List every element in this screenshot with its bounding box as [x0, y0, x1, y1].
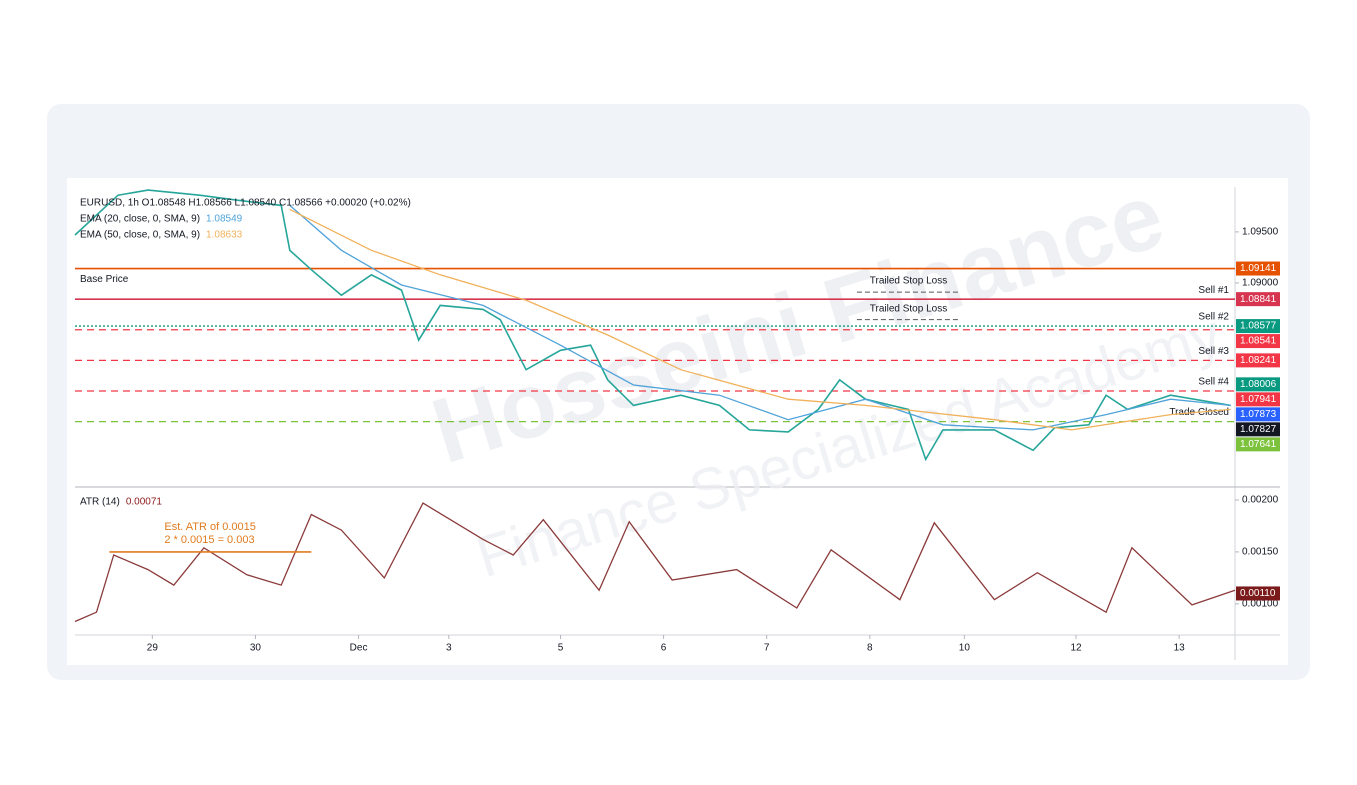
- level-label: Sell #2: [1198, 312, 1229, 323]
- y-tick-label: 1.09500: [1242, 227, 1279, 238]
- legend-entry: EMA (20, close, 0, SMA, 9): [80, 214, 200, 225]
- level-label: Sell #4: [1198, 377, 1229, 388]
- legend-value: 1.08633: [206, 230, 243, 241]
- price-line: [74, 189, 1231, 462]
- price-tag: [1236, 334, 1280, 349]
- x-tick-label: 6: [661, 643, 667, 654]
- y-tick-label: 0.00100: [1242, 598, 1279, 609]
- price-tag: [1236, 437, 1280, 452]
- atr-annotation: 2 * 0.0015 = 0.003: [164, 534, 254, 546]
- legend-value: 1.08549: [206, 214, 243, 225]
- ema-line: [289, 208, 1231, 431]
- price-tag: [1236, 407, 1280, 422]
- price-tag-label: 1.09141: [1240, 263, 1277, 274]
- legend-entry: EMA (50, close, 0, SMA, 9): [80, 230, 200, 241]
- price-tag: [1236, 319, 1280, 334]
- annotation: Trailed Stop Loss: [870, 303, 947, 314]
- atr-tag-label: 0.00110: [1240, 588, 1276, 599]
- price-tag-label: 1.07873: [1240, 409, 1277, 420]
- y-tick-label: 0.00150: [1242, 547, 1279, 558]
- legend-header: EURUSD, 1h O1.08548 H1.08566 L1.08540 C1…: [80, 198, 411, 209]
- price-tag-label: 1.08577: [1240, 321, 1277, 332]
- atr-annotation: Est. ATR of 0.0015: [164, 521, 256, 533]
- price-tag: [1236, 261, 1280, 276]
- atr-title: ATR (14): [80, 497, 120, 508]
- annotation: Trailed Stop Loss: [870, 276, 947, 287]
- price-tag-label: 1.07641: [1240, 439, 1277, 450]
- price-tag-label: 1.07827: [1240, 424, 1277, 435]
- x-tick-label: 29: [147, 643, 159, 654]
- atr-line: [74, 502, 1236, 623]
- x-tick-label: 8: [867, 643, 873, 654]
- price-tag-label: 1.08006: [1240, 379, 1277, 390]
- x-tick-label: 10: [959, 643, 971, 654]
- level-label: Sell #3: [1198, 346, 1229, 357]
- level-label: Sell #1: [1198, 285, 1229, 296]
- price-tag-label: 1.07941: [1240, 394, 1277, 405]
- y-tick-label: 0.00200: [1242, 495, 1279, 506]
- x-tick-label: 12: [1070, 643, 1082, 654]
- price-tag: [1236, 422, 1280, 437]
- x-tick-label: 30: [250, 643, 262, 654]
- ema-line: [289, 204, 1231, 431]
- atr-tag: [1236, 586, 1280, 601]
- price-tag: [1236, 377, 1280, 392]
- x-tick-label: 13: [1174, 643, 1186, 654]
- x-tick-label: 7: [764, 643, 770, 654]
- price-tag-label: 1.08241: [1240, 355, 1277, 366]
- x-tick-label: 5: [558, 643, 564, 654]
- x-tick-label: Dec: [350, 643, 368, 654]
- price-tag-label: 1.08541: [1240, 336, 1277, 347]
- price-tag: [1236, 353, 1280, 368]
- x-tick-label: 3: [446, 643, 452, 654]
- price-tag: [1236, 392, 1280, 407]
- level-label: Base Price: [80, 274, 129, 285]
- y-tick-label: 1.09000: [1242, 278, 1279, 289]
- price-tag: [1236, 292, 1280, 307]
- price-tag-label: 1.08841: [1240, 294, 1277, 305]
- atr-title-value: 0.00071: [126, 497, 163, 508]
